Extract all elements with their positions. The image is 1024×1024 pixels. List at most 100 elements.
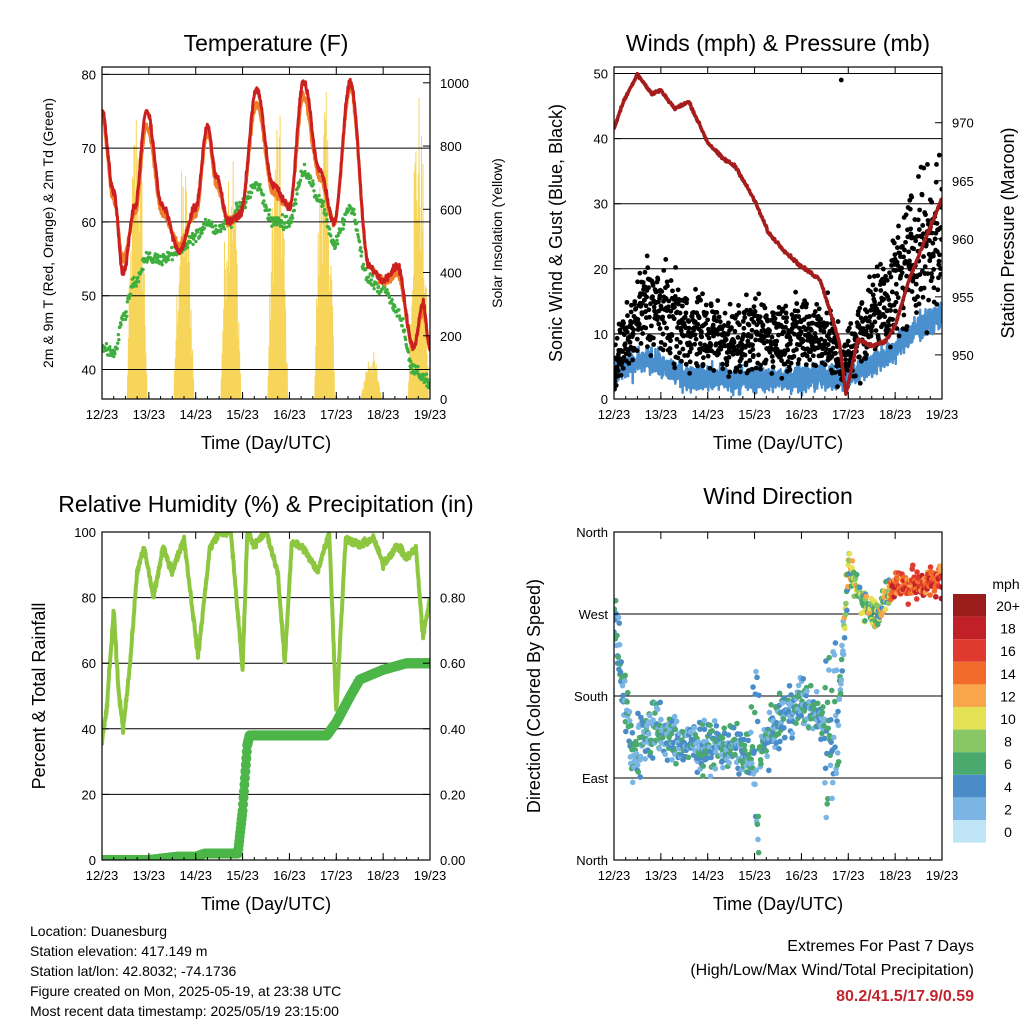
dewpoint-point — [355, 221, 359, 225]
direction-point — [800, 675, 807, 682]
gust-point — [741, 332, 747, 337]
dewpoint-point — [125, 314, 129, 318]
direction-point — [849, 558, 856, 564]
gust-point — [671, 361, 677, 367]
gust-point — [936, 152, 942, 158]
gust-point — [727, 301, 733, 307]
gust-point — [787, 341, 793, 347]
gust-point — [859, 300, 865, 305]
gust-point — [715, 331, 721, 337]
gust-point — [857, 354, 862, 360]
dewpoint-point — [218, 229, 223, 234]
direction-point — [634, 762, 641, 768]
gust-point — [907, 206, 913, 212]
colorbar-swatch — [953, 729, 986, 753]
gust-point — [939, 237, 942, 242]
gust-point — [863, 356, 869, 361]
gust-point — [938, 271, 942, 277]
direction-point — [656, 745, 663, 752]
dewpoint-point — [280, 213, 285, 217]
gust-point — [658, 340, 664, 345]
x-tick-label: 16/23 — [273, 407, 306, 422]
direction-point — [725, 732, 732, 738]
dewpoint-point — [322, 208, 327, 212]
direction-point — [777, 738, 783, 745]
gust-point — [796, 314, 802, 319]
gust-point — [917, 272, 923, 277]
gust-point — [913, 281, 919, 287]
gust-point — [756, 291, 762, 297]
gust-point — [934, 162, 939, 167]
gust-point — [635, 279, 641, 285]
direction-point — [782, 734, 788, 741]
solar-insolation-spike — [191, 349, 194, 399]
gust-point — [736, 322, 742, 328]
gust-point — [893, 308, 898, 314]
direction-point — [768, 702, 774, 708]
direction-point — [820, 704, 826, 710]
chart-title: Winds (mph) & Pressure (mb) — [626, 30, 930, 56]
direction-point — [806, 699, 812, 705]
dewpoint-point — [355, 228, 359, 232]
elevation-text: Station elevation: 417.149 m — [30, 943, 208, 959]
direction-point — [737, 731, 744, 738]
dewpoint-point — [352, 207, 356, 212]
gust-point — [683, 361, 689, 367]
gust-point — [666, 314, 672, 319]
direction-point — [615, 654, 622, 660]
direction-point — [755, 836, 761, 843]
gust-point — [785, 347, 791, 353]
direction-point — [634, 741, 640, 748]
latlon-text: Station lat/lon: 42.8032; -74.1736 — [30, 963, 237, 979]
solar-insolation-spike — [422, 164, 424, 399]
direction-point — [614, 606, 618, 613]
direction-point — [835, 758, 842, 765]
gust-point — [794, 320, 800, 325]
gust-point — [735, 335, 741, 340]
dewpoint-point — [262, 199, 266, 203]
gust-point — [737, 363, 743, 369]
gust-point — [650, 335, 656, 341]
direction-point — [672, 726, 679, 733]
gust-point — [770, 358, 776, 364]
gust-point — [872, 319, 878, 325]
gust-point — [921, 285, 927, 291]
solar-insolation-spike — [333, 371, 335, 399]
direction-point — [826, 654, 832, 661]
gust-point — [896, 223, 901, 229]
dewpoint-point — [170, 258, 174, 262]
direction-point — [823, 814, 830, 821]
dewpoint-point — [261, 193, 266, 197]
gust-point — [796, 357, 802, 362]
solar-insolation-spike — [145, 373, 148, 399]
dewpoint-point — [403, 337, 408, 342]
gust-point — [868, 333, 874, 339]
gust-point — [807, 357, 813, 363]
gust-point — [848, 321, 854, 326]
gust-point — [650, 282, 656, 288]
y-axis-label: 2m & 9m T (Red, Orange) & 2m Td (Green) — [40, 98, 56, 368]
gust-point — [783, 310, 789, 316]
direction-point — [628, 722, 634, 729]
gust-point — [744, 292, 749, 298]
gust-point — [640, 280, 646, 285]
gust-point — [793, 323, 799, 329]
dewpoint-point — [321, 204, 325, 208]
gust-point — [647, 314, 652, 320]
gust-point — [903, 212, 909, 218]
colorbar-tick-label: 8 — [1004, 734, 1012, 750]
y-tick-label: 60 — [82, 215, 96, 230]
direction-point — [846, 551, 853, 557]
gust-point — [886, 297, 892, 302]
gust-point — [675, 301, 681, 307]
dewpoint-point — [401, 317, 405, 321]
gust-point — [683, 310, 689, 316]
dewpoint-point — [406, 350, 411, 354]
direction-point — [821, 722, 827, 729]
gust-point — [772, 316, 778, 321]
gust-point — [925, 218, 931, 223]
direction-point — [618, 659, 625, 665]
gust-point — [758, 366, 763, 372]
gust-point — [622, 341, 628, 347]
dewpoint-point — [411, 369, 416, 373]
